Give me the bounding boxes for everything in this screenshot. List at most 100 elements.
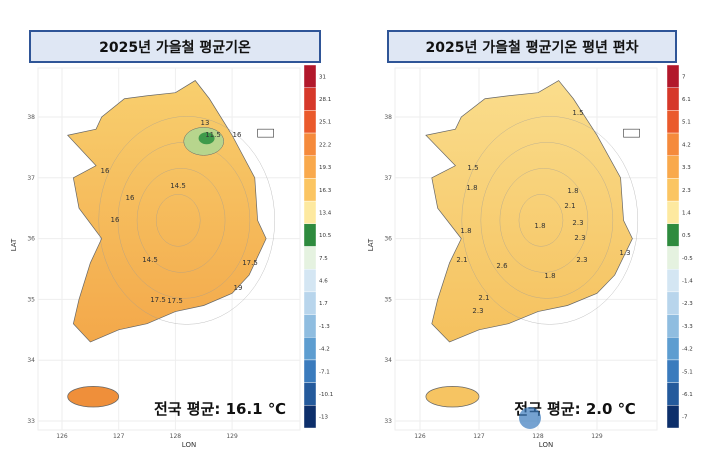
contour-label: 14.5 <box>142 256 158 264</box>
lat-tick-label: 37 <box>27 175 35 182</box>
cold-core <box>198 132 215 145</box>
lat-tick-label: 36 <box>384 236 392 243</box>
colorbar-segment <box>303 337 317 361</box>
colorbar-label: 22.2 <box>319 142 331 148</box>
y-axis-label: LAT <box>367 238 375 251</box>
contour-line <box>155 194 201 247</box>
lat-tick-label: 35 <box>27 296 35 303</box>
lon-tick-label: 127 <box>113 433 125 440</box>
colorbar-segment <box>303 178 317 202</box>
contour-label: 19 <box>234 284 243 292</box>
colorbar-label: 6.1 <box>682 97 691 103</box>
colorbar-label: -3.3 <box>682 324 693 330</box>
y-axis-label: LAT <box>10 238 18 251</box>
colorbar-label: -7.1 <box>319 369 330 375</box>
contour-label: 2.3 <box>574 234 585 242</box>
contour-line <box>518 194 564 247</box>
colorbar-label: 1.7 <box>319 301 328 307</box>
lat-tick-label: 34 <box>384 357 392 364</box>
colorbar-label: -10.1 <box>319 392 333 398</box>
lon-tick-label: 126 <box>414 433 426 440</box>
contour-line <box>461 116 639 325</box>
contour-line <box>136 168 226 273</box>
contour-label: 17.5 <box>167 297 183 305</box>
contour-label: 16 <box>126 194 135 202</box>
lon-tick-label: 127 <box>473 433 485 440</box>
colorbar-segment <box>666 64 680 88</box>
contour-label: 2.3 <box>576 256 587 264</box>
colorbar-segment <box>666 246 680 270</box>
colorbar-label: -4.2 <box>682 347 693 353</box>
lat-tick-label: 37 <box>384 175 392 182</box>
lat-tick-label: 33 <box>27 418 35 425</box>
colorbar-label: -5.1 <box>682 369 693 375</box>
contour-label: 2.1 <box>478 294 489 302</box>
colorbar-segment <box>666 382 680 406</box>
colorbar-label: 4.6 <box>319 279 328 285</box>
national-average: 전국 평균: 16.1 ℃ <box>154 400 286 418</box>
colorbar-label: 2.3 <box>682 188 691 194</box>
colorbar-segment <box>666 291 680 315</box>
colorbar-segment <box>303 314 317 338</box>
contour-label: 16 <box>101 167 110 175</box>
contour-label: 17.5 <box>242 259 258 267</box>
contour-label: 17.5 <box>150 296 166 304</box>
lon-tick-label: 128 <box>170 433 182 440</box>
colorbar-segment <box>666 178 680 202</box>
colorbar-label: -6.1 <box>682 392 693 398</box>
map-panel: 38 37 36 35 34 33 126 127 128 129 LON LAT 13 11.5 16 16… <box>10 30 333 449</box>
contour-label: 13 <box>201 119 210 127</box>
colorbar-label: 7.5 <box>319 256 328 262</box>
x-axis-label: LON <box>182 441 196 449</box>
contour-label: 1.5 <box>467 164 478 172</box>
colorbar-label: 19.3 <box>319 165 332 171</box>
colorbar-segment <box>666 155 680 179</box>
lat-tick-label: 33 <box>384 418 392 425</box>
contour-label: 1.8 <box>544 272 555 280</box>
colorbar-segment <box>666 132 680 156</box>
colorbar-label: -1.4 <box>682 279 693 285</box>
colorbar-segment <box>303 359 317 383</box>
contour-label: 1.8 <box>460 227 471 235</box>
colorbar-label: 31 <box>319 74 326 80</box>
contour-label: 2.3 <box>472 307 483 315</box>
colorbar-segment <box>303 155 317 179</box>
jeju-island <box>425 385 480 408</box>
legend-key-box <box>623 128 640 138</box>
contour-label: 1.8 <box>534 222 545 230</box>
colorbar-label: -0.5 <box>682 256 693 262</box>
contour-label: 2.1 <box>564 202 575 210</box>
lat-tick-label: 34 <box>27 357 35 364</box>
colorbar-segment <box>666 200 680 225</box>
colorbar-label: 0.5 <box>682 233 691 239</box>
colorbar-segment <box>666 87 680 111</box>
panel-title: 2025년 가을철 평균기온 평년 편차 <box>425 39 638 56</box>
colorbar-segment <box>303 87 317 111</box>
legend-key-box <box>257 128 274 138</box>
contour-label: 2.3 <box>572 219 583 227</box>
map-panel: 38 37 36 35 34 33 126 127 128 129 LON LAT 1.5 1.5 1.8 1… <box>367 30 693 449</box>
colorbar-label: 4.2 <box>682 142 691 148</box>
colorbar-segment <box>666 314 680 338</box>
colorbar-label: 10.5 <box>319 233 332 239</box>
lat-tick-label: 38 <box>27 114 35 121</box>
colorbar-segment <box>303 110 317 134</box>
lon-tick-label: 128 <box>532 433 544 440</box>
panel-title: 2025년 가을철 평균기온 <box>99 39 251 56</box>
colorbar-label: 25.1 <box>319 120 331 126</box>
lon-tick-label: 129 <box>591 433 603 440</box>
lat-tick-label: 36 <box>27 236 35 243</box>
contour-label: 11.5 <box>205 131 221 139</box>
colorbar-segment <box>303 382 317 406</box>
colorbar-segment <box>303 291 317 315</box>
colorbar-segment <box>666 359 680 383</box>
contour-label: 14.5 <box>170 182 186 190</box>
colorbar-segment <box>303 64 317 88</box>
colorbar-segment <box>666 110 680 134</box>
colorbar-label: -2.3 <box>682 301 693 307</box>
contour-label: 1.3 <box>619 249 630 257</box>
contour-label: 2.1 <box>456 256 467 264</box>
colorbar-segment <box>303 246 317 270</box>
title-box <box>29 30 321 63</box>
colorbar-label: -4.2 <box>319 347 330 353</box>
